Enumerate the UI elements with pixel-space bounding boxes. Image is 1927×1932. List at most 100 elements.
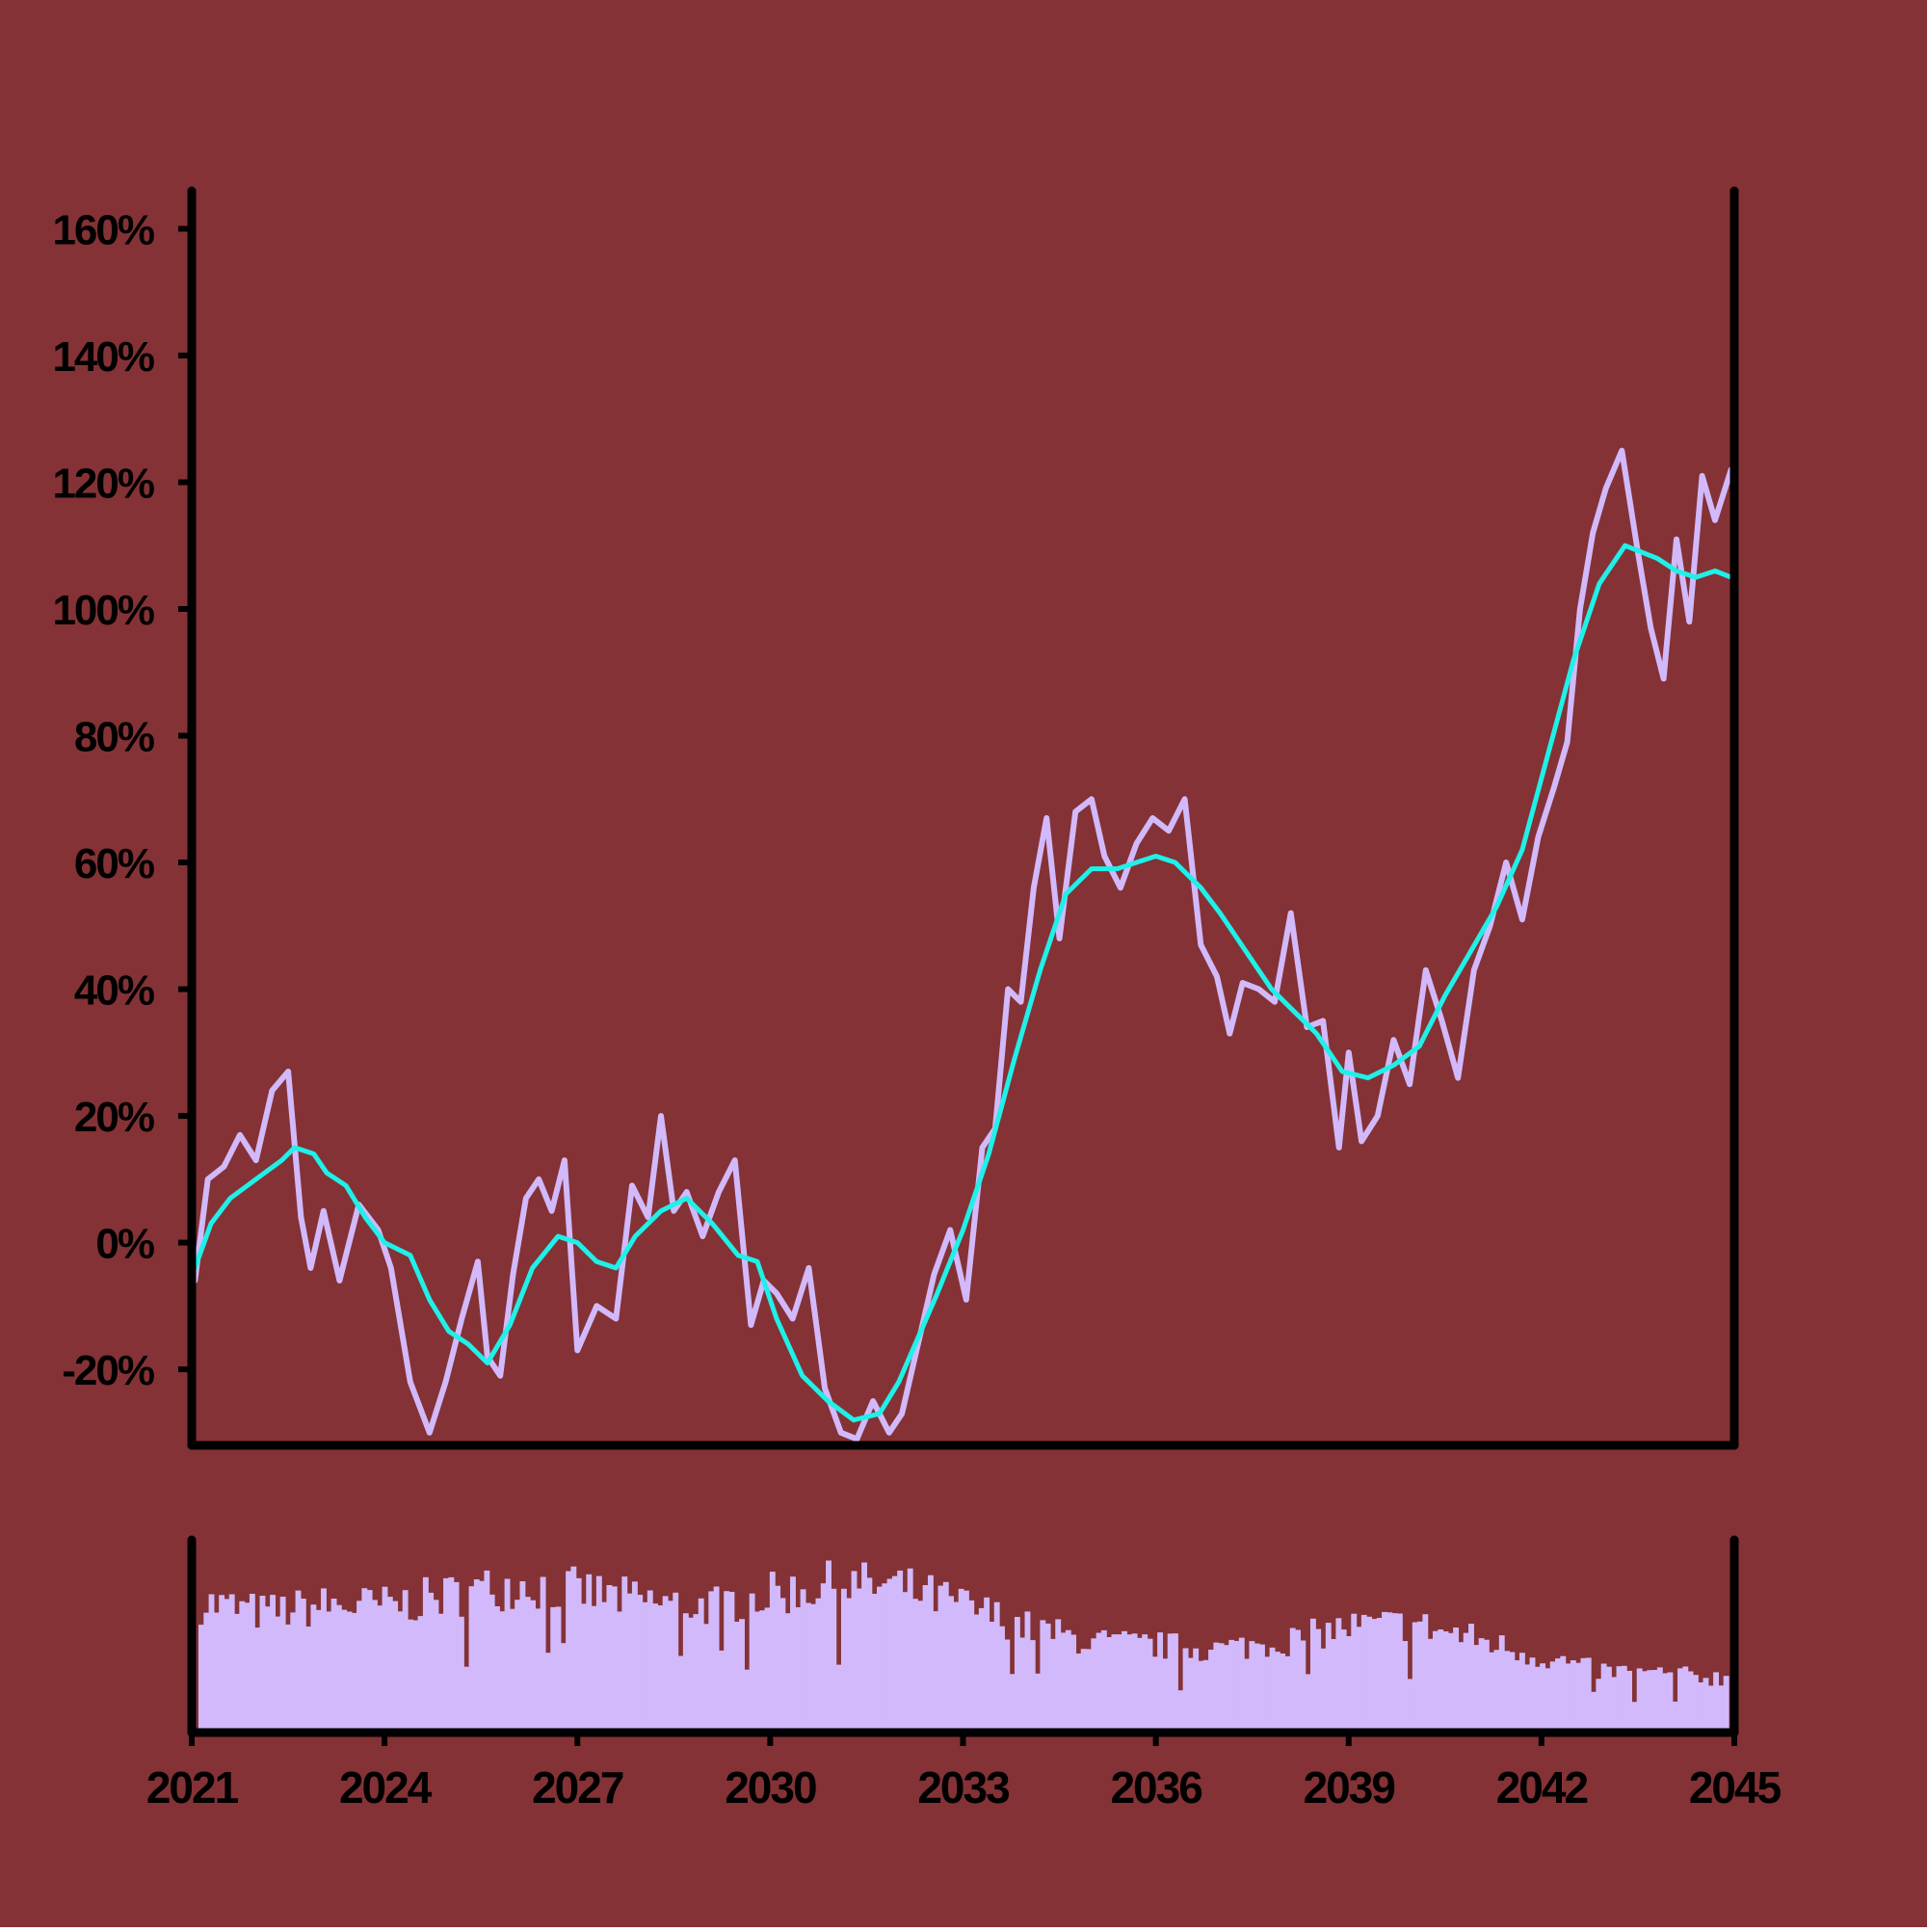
volume-bar bbox=[1182, 1648, 1189, 1733]
volume-bar bbox=[942, 1581, 949, 1733]
volume-bar bbox=[1193, 1648, 1200, 1733]
volume-bar bbox=[305, 1627, 312, 1733]
volume-bar bbox=[1591, 1691, 1597, 1733]
volume-bar bbox=[907, 1568, 913, 1733]
volume-bar bbox=[1167, 1633, 1174, 1733]
volume-bar bbox=[1142, 1634, 1148, 1733]
volume-bar bbox=[581, 1603, 587, 1733]
volume-bar bbox=[1300, 1640, 1307, 1733]
volume-bar bbox=[488, 1594, 495, 1733]
moving-average-line bbox=[192, 543, 1734, 1423]
volume-bar bbox=[509, 1608, 515, 1733]
x-tick-label: 2045 bbox=[1689, 1762, 1782, 1813]
volume-bar bbox=[198, 1625, 204, 1733]
volume-bar bbox=[1162, 1658, 1169, 1733]
volume-bar bbox=[1264, 1656, 1271, 1733]
volume-bar bbox=[417, 1616, 424, 1733]
volume-bar bbox=[1238, 1637, 1245, 1733]
volume-bar bbox=[739, 1619, 745, 1733]
volume-bar bbox=[1575, 1662, 1582, 1733]
volume-bar bbox=[270, 1595, 276, 1733]
volume-bar bbox=[203, 1612, 210, 1733]
volume-bar bbox=[1580, 1657, 1587, 1733]
volume-bar bbox=[1642, 1671, 1648, 1733]
volume-bar bbox=[1346, 1636, 1352, 1733]
y-tick-label: 80% bbox=[74, 714, 154, 761]
volume-bar bbox=[1202, 1659, 1209, 1733]
volume-bar bbox=[284, 1624, 291, 1733]
volume-bar bbox=[213, 1612, 220, 1733]
volume-bar bbox=[1295, 1629, 1301, 1733]
volume-bar bbox=[1044, 1623, 1051, 1733]
volume-bar bbox=[1662, 1673, 1669, 1733]
volume-bar bbox=[453, 1581, 460, 1733]
volume-bar bbox=[1122, 1630, 1127, 1733]
volume-bar bbox=[1493, 1650, 1500, 1733]
volume-bar bbox=[1585, 1657, 1592, 1733]
volume-bar bbox=[769, 1572, 776, 1733]
volume-bar bbox=[1478, 1638, 1485, 1733]
volume-bar bbox=[1284, 1655, 1291, 1733]
volume-bar bbox=[1570, 1660, 1576, 1733]
volume-bar bbox=[1095, 1632, 1102, 1733]
volume-bar bbox=[591, 1605, 597, 1733]
volume-bar bbox=[1131, 1633, 1138, 1733]
price-series-group bbox=[192, 447, 1734, 1442]
volume-bar bbox=[1366, 1616, 1373, 1733]
volume-bar bbox=[377, 1605, 383, 1733]
volume-bar bbox=[933, 1611, 939, 1733]
volume-bar bbox=[1473, 1645, 1480, 1733]
volume-bar bbox=[1244, 1658, 1251, 1733]
volume-bar bbox=[764, 1607, 771, 1733]
volume-bar bbox=[1672, 1701, 1678, 1733]
volume-bar bbox=[703, 1624, 709, 1733]
price-line bbox=[192, 447, 1734, 1442]
volume-bar bbox=[1280, 1654, 1286, 1733]
volume-bar bbox=[1289, 1628, 1296, 1733]
volume-bar bbox=[290, 1612, 297, 1733]
volume-bar bbox=[468, 1586, 475, 1733]
volume-bar bbox=[1331, 1639, 1337, 1733]
volume-bar bbox=[473, 1579, 480, 1733]
volume-bar bbox=[1009, 1674, 1016, 1733]
volume-bar bbox=[515, 1600, 521, 1733]
volume-bar bbox=[346, 1611, 353, 1733]
volume-bar bbox=[1100, 1629, 1107, 1733]
y-tick-label: 40% bbox=[74, 967, 154, 1015]
volume-bar bbox=[1621, 1665, 1627, 1733]
volume-bar bbox=[1667, 1672, 1674, 1733]
volume-bar bbox=[1320, 1648, 1327, 1733]
volume-bar bbox=[295, 1590, 302, 1733]
volume-bar bbox=[800, 1589, 806, 1733]
volume-bar bbox=[254, 1628, 261, 1733]
volume-bar bbox=[667, 1601, 673, 1733]
volume-bar bbox=[693, 1614, 700, 1733]
volume-bar bbox=[820, 1583, 827, 1733]
volume-bar bbox=[1442, 1631, 1449, 1733]
volume-bar bbox=[713, 1586, 720, 1733]
volume-bar bbox=[315, 1609, 322, 1733]
volume-bar bbox=[1647, 1670, 1653, 1733]
volume-bar bbox=[1223, 1645, 1229, 1733]
volume-bar bbox=[275, 1616, 281, 1733]
volume-bar bbox=[810, 1603, 817, 1733]
volume-bar bbox=[361, 1588, 368, 1733]
volume-bar bbox=[1544, 1668, 1551, 1733]
volume-bar bbox=[397, 1611, 404, 1733]
volume-bar bbox=[784, 1613, 791, 1733]
volume-bar bbox=[422, 1576, 429, 1733]
volume-bar bbox=[412, 1620, 419, 1733]
volume-bar bbox=[728, 1592, 735, 1733]
volume-bar bbox=[677, 1655, 684, 1733]
y-tick-label: 60% bbox=[74, 840, 154, 887]
volume-bar bbox=[1468, 1624, 1474, 1733]
volume-bar bbox=[1514, 1660, 1520, 1733]
volume-bar bbox=[366, 1590, 373, 1733]
volume-bar bbox=[259, 1596, 266, 1733]
volume-bar bbox=[433, 1600, 439, 1733]
volume-bar bbox=[463, 1666, 470, 1733]
volume-bar bbox=[861, 1562, 868, 1733]
volume-bar bbox=[1305, 1674, 1311, 1733]
volume-bar bbox=[1723, 1676, 1729, 1733]
